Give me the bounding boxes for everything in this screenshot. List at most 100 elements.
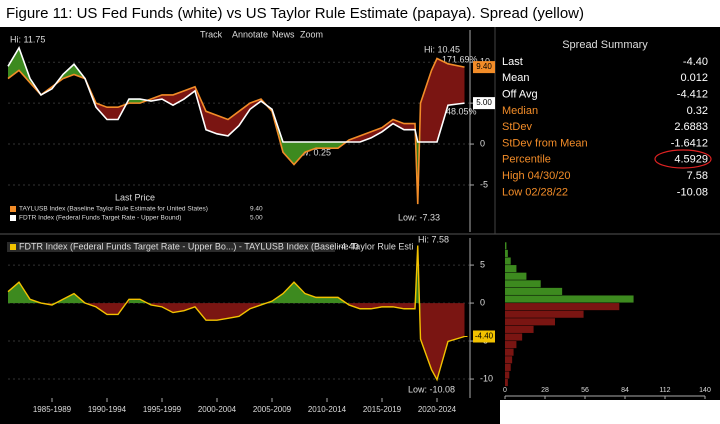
x-tick-label: 2020-2024 <box>418 405 457 414</box>
x-tick-label: 2000-2004 <box>198 405 237 414</box>
histogram-bar <box>505 310 584 318</box>
spread-fill <box>437 58 448 143</box>
spread-fill <box>294 142 305 165</box>
x-tick-label: 56 <box>581 387 589 394</box>
summary-value: 2.6883 <box>674 121 708 133</box>
histogram-bar <box>505 371 510 379</box>
summary-value: -10.08 <box>677 186 708 198</box>
legend-swatch <box>10 215 16 221</box>
terminal-panel <box>0 27 720 400</box>
y-tick-label: 0 <box>480 138 485 148</box>
summary-value: -1.6412 <box>671 137 708 149</box>
spread-area <box>426 303 432 370</box>
spread-area <box>382 303 393 307</box>
x-tick-label: 84 <box>621 387 629 394</box>
spread-area <box>8 282 19 304</box>
spread-fill <box>107 107 118 120</box>
legend-title: Last Price <box>115 192 155 202</box>
legend-swatch <box>10 244 16 250</box>
summary-label: High 04/30/20 <box>502 170 571 182</box>
last-value-box <box>473 97 495 110</box>
histogram-bar <box>505 356 513 364</box>
spread-fill <box>431 58 437 143</box>
spread-area <box>294 282 305 304</box>
last-value-label: 9.40 <box>476 62 492 71</box>
spread-fill <box>184 86 195 100</box>
spread-fill <box>360 131 371 143</box>
histogram-bar <box>505 333 523 341</box>
summary-value: 4.5929 <box>674 154 708 166</box>
spread-fill <box>382 119 393 132</box>
annotation: 171.69% <box>442 54 478 64</box>
histogram-bar <box>505 249 508 257</box>
y-tick-label: 0 <box>480 297 485 307</box>
spread-fill <box>129 99 140 104</box>
toolbar-item[interactable]: News <box>272 29 295 39</box>
legend-value: -4.40 <box>338 241 359 251</box>
summary-label: Median <box>502 105 538 117</box>
spread-line <box>7 245 465 382</box>
summary-value: -4.412 <box>677 89 708 101</box>
x-tick-label: 2005-2009 <box>253 405 292 414</box>
x-tick-label: 140 <box>699 387 711 394</box>
spread-fill <box>239 103 250 126</box>
summary-value: -4.40 <box>683 56 708 68</box>
legend-box <box>7 242 335 252</box>
spread-area <box>393 303 404 309</box>
spread-fill <box>206 111 217 134</box>
x-tick-label: 1990-1994 <box>88 405 127 414</box>
summary-label: Mean <box>502 72 530 84</box>
spread-fill <box>217 115 228 136</box>
legend-value: 9.40 <box>250 206 263 213</box>
histogram-bar <box>505 287 563 295</box>
spread-area <box>316 297 327 304</box>
last-value-box <box>473 61 495 74</box>
histogram-bar <box>505 363 511 371</box>
annotation: Hi: 11.75 <box>10 34 45 44</box>
toolbar-item[interactable]: Track <box>200 29 223 39</box>
spread-area <box>305 293 316 304</box>
spread-area <box>63 293 74 304</box>
legend-label: FDTR Index (Federal Funds Target Rate - … <box>19 215 181 222</box>
summary-value: 7.58 <box>687 170 708 182</box>
legend-label: FDTR Index (Federal Funds Target Rate - … <box>19 241 413 251</box>
spread-fill <box>305 142 316 153</box>
figure-title: Figure 11: US Fed Funds (white) vs US Ta… <box>6 5 584 22</box>
spread-fill <box>327 142 338 149</box>
highlight-circle <box>654 149 712 169</box>
histogram-bar <box>505 325 534 333</box>
summary-value: 0.32 <box>687 105 708 117</box>
summary-label: Percentile <box>502 154 551 166</box>
spread-area <box>437 303 448 380</box>
spread-area <box>129 299 140 304</box>
spread-fill <box>8 47 19 79</box>
summary-title: Spread Summary <box>562 39 648 51</box>
spread-fill <box>371 127 382 138</box>
summary-label: Off Avg <box>502 89 538 101</box>
x-tick-label: 28 <box>541 387 549 394</box>
spread-fill <box>448 63 465 106</box>
y-tick-label: -10 <box>480 373 493 383</box>
x-tick-label: 2015-2019 <box>363 405 402 414</box>
histogram-bar <box>505 280 541 288</box>
x-tick-label: 1985-1989 <box>33 405 72 414</box>
histogram-bar <box>505 265 517 273</box>
axis-strip <box>0 400 500 424</box>
spread-fill <box>316 142 327 149</box>
spread-area <box>327 297 338 304</box>
histogram-bar <box>505 242 507 250</box>
histogram-bar <box>505 295 634 303</box>
y-tick-label: -5 <box>480 179 488 189</box>
annotation: Low: -10.08 <box>408 384 455 394</box>
x-tick-label: 0 <box>503 387 507 394</box>
x-tick-label: 112 <box>659 387 670 394</box>
toolbar-item[interactable]: Zoom <box>300 29 323 39</box>
toolbar-item[interactable]: Annotate <box>232 29 268 39</box>
spread-fill <box>426 70 432 143</box>
legend-value: 5.00 <box>250 215 263 222</box>
summary-label: StDev from Mean <box>502 137 588 149</box>
annotation: Hi: 7.58 <box>418 234 449 244</box>
histogram-bar <box>505 303 620 311</box>
last-value-box <box>473 330 495 343</box>
